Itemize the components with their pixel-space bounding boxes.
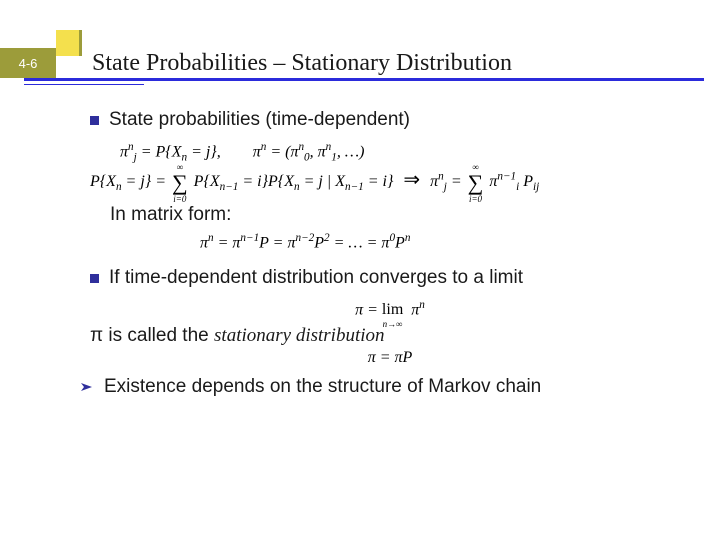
eq-pi-equals-piP: π = πP (90, 349, 690, 367)
page-title: State Probabilities – Stationary Distrib… (92, 50, 512, 77)
eq-pi-def: πnj = P{Xn = j}, πn = (πn0, πn1, …) (120, 141, 364, 164)
title-underline (24, 78, 704, 85)
matrix-form-label: In matrix form: (110, 204, 690, 226)
eq-sum-expansion: P{Xn = j} = ∑∞i=0 P{Xn−1 = i}P{Xn = j | … (90, 167, 539, 193)
arrow-bullet-icon (80, 381, 94, 393)
equation-row-2: P{Xn = j} = ∑∞i=0 P{Xn−1 = i}P{Xn = j | … (90, 167, 690, 193)
bullet-2-text: If time-dependent distribution converges… (109, 266, 523, 291)
eq-matrix-form: πn = πn−1P = πn−2P2 = … = π0Pn (200, 232, 690, 252)
content-area: State probabilities (time-dependent) πnj… (90, 108, 690, 408)
stationary-italic: stationary distribution (214, 325, 385, 346)
header: 4-6 State Probabilities – Stationary Dis… (0, 48, 700, 78)
square-bullet-icon (90, 274, 99, 283)
bullet-3-text: Existence depends on the structure of Ma… (104, 375, 541, 400)
bullet-1: State probabilities (time-dependent) (90, 108, 690, 133)
slide-number: 4-6 (19, 56, 38, 71)
bullet-3: Existence depends on the structure of Ma… (80, 375, 690, 400)
slide-number-box: 4-6 (0, 48, 56, 78)
bullet-1-text: State probabilities (time-dependent) (109, 108, 410, 133)
square-bullet-icon (90, 116, 99, 125)
stationary-prefix: π is called the (90, 325, 214, 346)
eq-limit: π = limn→∞ πn (90, 299, 690, 319)
equation-row-1: πnj = P{Xn = j}, πn = (πn0, πn1, …) (90, 141, 690, 164)
decor-yellow-square (56, 30, 82, 56)
bullet-2: If time-dependent distribution converges… (90, 266, 690, 291)
